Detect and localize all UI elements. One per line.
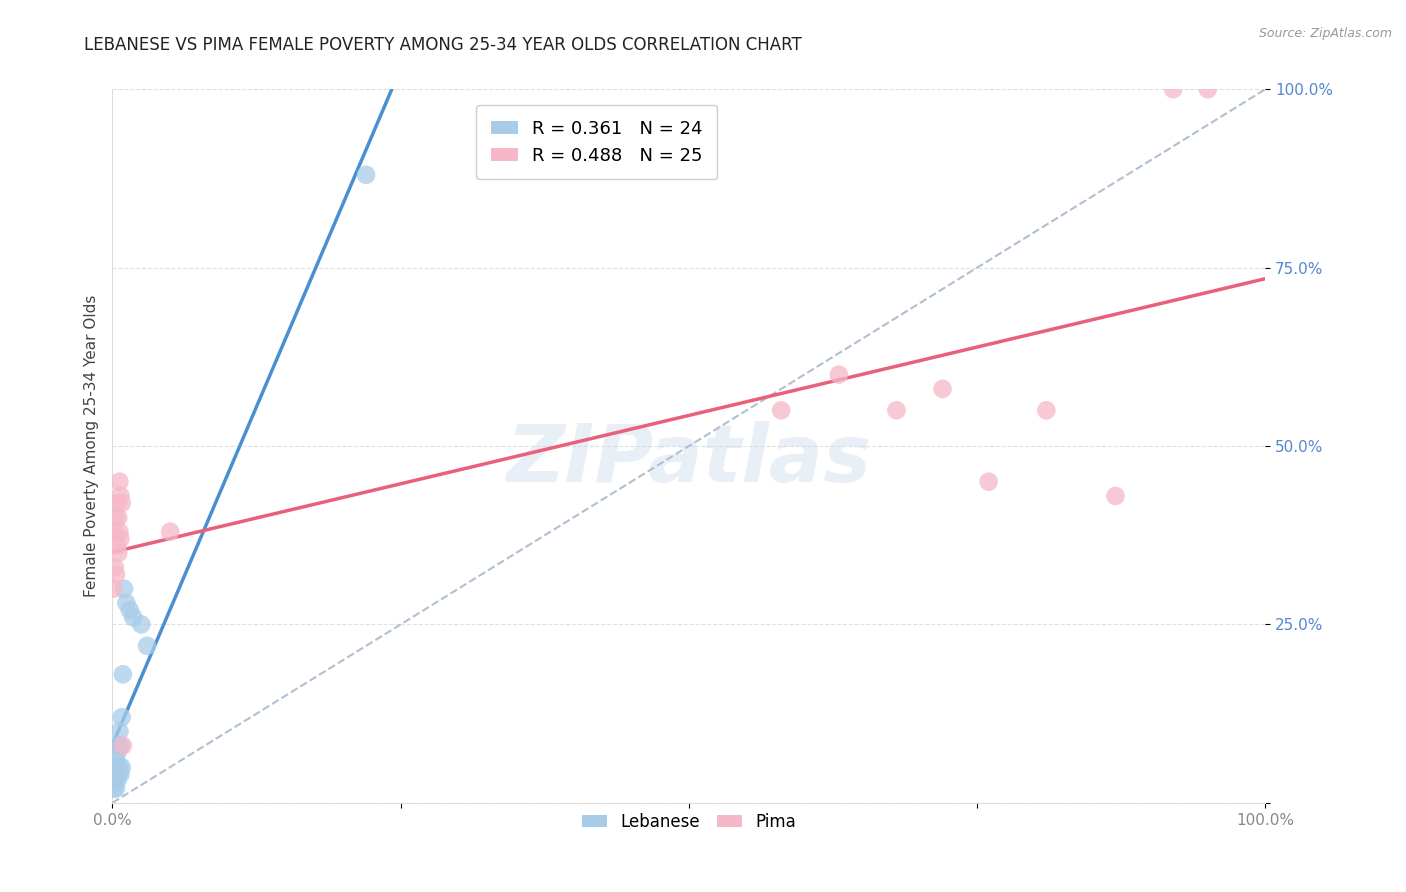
Point	[107, 510, 129, 524]
Point	[122, 610, 145, 624]
Point	[108, 475, 131, 489]
Point	[354, 168, 377, 182]
Text: ZIPatlas: ZIPatlas	[506, 421, 872, 500]
Point	[110, 767, 132, 781]
Point	[111, 760, 134, 774]
Point	[1197, 82, 1219, 96]
Point	[1161, 82, 1184, 96]
Point	[111, 496, 134, 510]
Point	[105, 774, 128, 789]
Point	[110, 489, 132, 503]
Point	[1104, 489, 1126, 503]
Point	[111, 739, 134, 753]
Point	[828, 368, 851, 382]
Point	[104, 774, 127, 789]
Point	[105, 746, 128, 760]
Point	[112, 582, 135, 596]
Point	[104, 781, 127, 796]
Point	[104, 524, 127, 539]
Point	[111, 667, 134, 681]
Point	[118, 603, 141, 617]
Point	[107, 739, 129, 753]
Point	[115, 596, 138, 610]
Point	[108, 760, 131, 774]
Text: Source: ZipAtlas.com: Source: ZipAtlas.com	[1258, 27, 1392, 40]
Y-axis label: Female Poverty Among 25-34 Year Olds: Female Poverty Among 25-34 Year Olds	[83, 295, 98, 597]
Point	[770, 403, 793, 417]
Point	[104, 760, 127, 774]
Point	[104, 560, 127, 574]
Point	[136, 639, 159, 653]
Point	[159, 524, 181, 539]
Point	[110, 739, 132, 753]
Point	[107, 767, 129, 781]
Point	[111, 710, 134, 724]
Point	[104, 767, 127, 781]
Point	[104, 510, 127, 524]
Point	[108, 724, 131, 739]
Point	[977, 475, 1000, 489]
Point	[108, 524, 131, 539]
Point	[105, 496, 128, 510]
Point	[104, 753, 127, 767]
Point	[129, 617, 153, 632]
Point	[931, 382, 953, 396]
Point	[104, 567, 127, 582]
Legend: Lebanese, Pima: Lebanese, Pima	[575, 806, 803, 838]
Point	[110, 532, 132, 546]
Point	[886, 403, 908, 417]
Point	[103, 781, 125, 796]
Point	[103, 582, 125, 596]
Point	[107, 546, 129, 560]
Point	[105, 539, 128, 553]
Point	[1035, 403, 1057, 417]
Text: LEBANESE VS PIMA FEMALE POVERTY AMONG 25-34 YEAR OLDS CORRELATION CHART: LEBANESE VS PIMA FEMALE POVERTY AMONG 25…	[84, 36, 801, 54]
